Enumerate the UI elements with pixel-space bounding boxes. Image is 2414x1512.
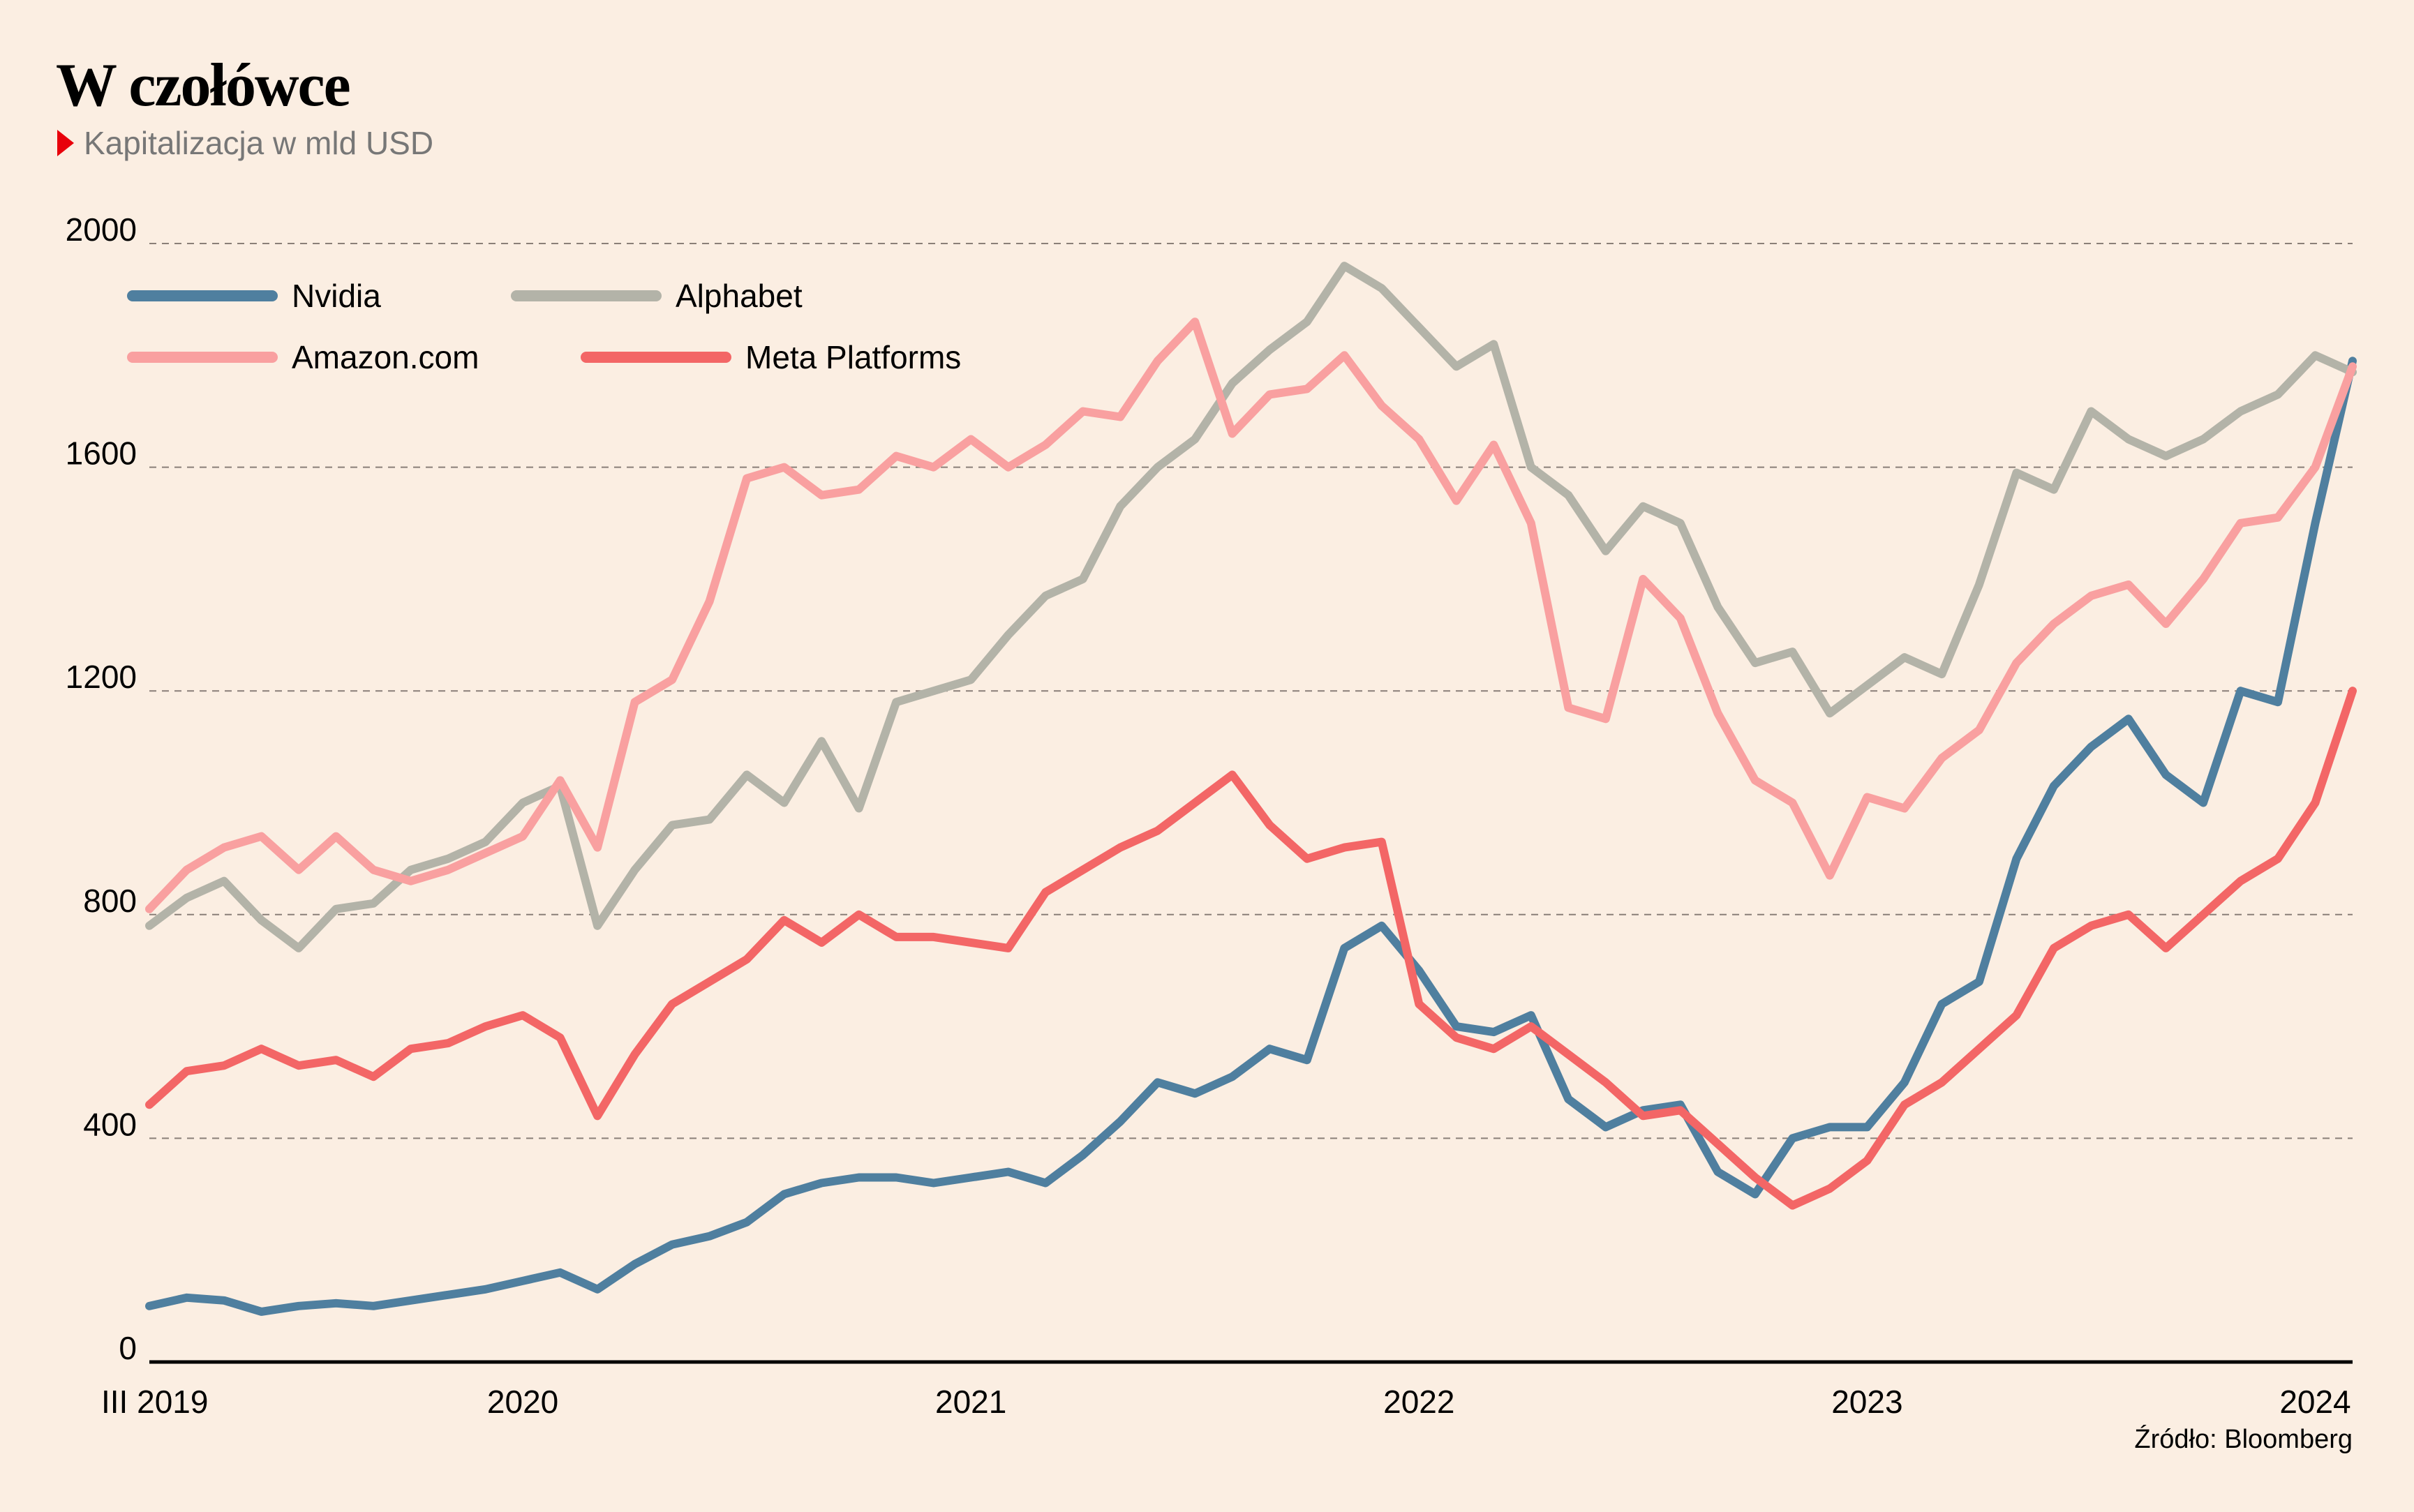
series-lines [145, 262, 2357, 1316]
legend-item: Nvidia [127, 278, 381, 314]
y-tick-label: 2000 [66, 211, 137, 248]
legend-item: Amazon.com [127, 339, 479, 375]
y-tick-label: 1600 [66, 435, 137, 472]
subtitle-text: Kapitalizacja w mld USD [84, 125, 434, 161]
gridlines [149, 243, 2353, 1139]
x-tick-label: 2020 [487, 1384, 558, 1420]
chart-subtitle: Kapitalizacja w mld USD [57, 124, 433, 162]
legend-item: Meta Platforms [581, 339, 961, 375]
legend-label: Meta Platforms [745, 339, 961, 375]
legend-label: Nvidia [292, 278, 381, 314]
series-line-nvidia [145, 357, 2357, 1316]
legend-item: Alphabet [511, 278, 803, 314]
source-note: Źródło: Bloomberg [2134, 1424, 2353, 1454]
series-line-alphabet [145, 262, 2357, 952]
legend-label: Amazon.com [292, 339, 479, 375]
legend-label: Alphabet [676, 278, 803, 314]
triangle-marker-icon [57, 130, 74, 156]
series-line-amazon-com [145, 317, 2357, 913]
y-tick-label: 800 [83, 883, 137, 919]
x-tick-label: 2022 [1383, 1384, 1454, 1420]
chart-title: W czołówce [56, 52, 351, 119]
y-tick-label: 0 [119, 1330, 137, 1366]
legend: Nvidia Alphabet Amazon.com Meta Platforms [127, 278, 961, 375]
y-tick-labels: 0 400 800 1200 1600 2000 [66, 211, 137, 1366]
x-tick-label: 2024 [2279, 1384, 2350, 1420]
y-tick-label: 400 [83, 1106, 137, 1142]
x-tick-label: 2023 [1831, 1384, 1902, 1420]
x-tick-label: III 2019 [101, 1384, 208, 1420]
x-tick-label: 2021 [935, 1384, 1006, 1420]
series-line-meta-platforms [145, 687, 2357, 1210]
x-tick-labels: III 2019 2020 2021 2022 2023 2024 [101, 1384, 2351, 1420]
y-tick-label: 1200 [66, 659, 137, 695]
